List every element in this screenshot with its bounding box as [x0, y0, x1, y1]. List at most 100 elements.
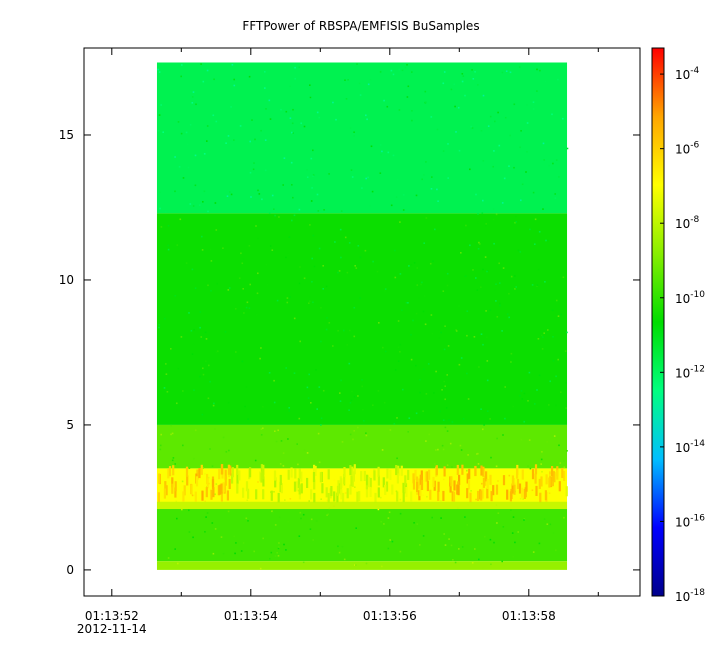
speckle [543, 159, 545, 161]
speckle [313, 265, 316, 268]
speckle [167, 225, 170, 227]
chorus-element [506, 489, 509, 500]
speckle [280, 108, 282, 111]
x-tick-label: 01:13:54 [224, 609, 278, 623]
colorbar-ticks: 10-4 10-6 10-8 10-10 10-12 10-14 10-16 10-18 [660, 66, 705, 604]
speckle [318, 247, 321, 250]
speckle [537, 338, 540, 340]
speckle [275, 440, 278, 443]
speckle [450, 88, 453, 91]
speckle [397, 320, 400, 322]
speckle [357, 395, 359, 397]
speckle [299, 340, 301, 343]
speckle [276, 552, 278, 554]
chorus-element [325, 487, 328, 498]
speckle [517, 249, 520, 252]
speckle [552, 359, 555, 362]
speckle [216, 282, 218, 285]
speckle [461, 546, 464, 548]
chorus-element [396, 491, 399, 502]
speckle [532, 101, 535, 103]
speckle [543, 518, 546, 520]
speckle [515, 286, 517, 288]
speckle [436, 128, 439, 131]
chorus-element [451, 491, 454, 502]
speckle [190, 330, 193, 332]
speckle [482, 160, 485, 162]
speckle [526, 122, 529, 124]
speckle [187, 201, 190, 204]
speckle [372, 404, 374, 406]
spectrogram-band [156, 62, 568, 214]
speckle [519, 497, 522, 500]
speckle [459, 494, 461, 497]
chorus-element [330, 486, 333, 497]
speckle [428, 433, 431, 436]
speckle [157, 129, 160, 132]
speckle [502, 434, 504, 436]
speckle [528, 371, 531, 374]
speckle [299, 511, 302, 514]
chorus-element [157, 492, 160, 503]
speckle [202, 80, 205, 83]
speckle [498, 144, 501, 147]
speckle [448, 419, 450, 421]
speckle [461, 80, 464, 83]
speckle [457, 106, 460, 109]
chorus-element [377, 487, 380, 498]
chorus-element [222, 482, 225, 493]
speckle [157, 68, 159, 71]
high-power-features [156, 63, 569, 570]
speckle [379, 172, 382, 174]
speckle [446, 284, 449, 287]
speckle [350, 169, 353, 171]
speckle [447, 143, 449, 145]
speckle [202, 373, 205, 376]
speckle [215, 120, 218, 123]
chorus-element [336, 485, 340, 496]
speckle [402, 388, 404, 391]
chorus-element [482, 466, 485, 477]
speckle [532, 191, 535, 194]
speckle [269, 118, 272, 120]
speckle [178, 166, 181, 168]
speckle [422, 494, 424, 497]
speckle [565, 407, 567, 409]
speckle [306, 176, 309, 178]
speckle [377, 390, 380, 392]
speckle [399, 498, 402, 501]
speckle [204, 500, 206, 503]
chorus-element [313, 479, 316, 490]
chorus-element [186, 475, 189, 486]
chorus-element [158, 473, 161, 484]
speckle [191, 102, 194, 104]
speckle [293, 372, 296, 374]
speckle [559, 462, 562, 464]
speckle [520, 438, 523, 441]
chorus-element [300, 483, 303, 494]
chorus-element [255, 489, 258, 500]
speckle [351, 390, 353, 393]
speckle [560, 313, 562, 316]
speckle [444, 426, 447, 429]
speckle [248, 307, 251, 309]
chorus-element [231, 467, 234, 478]
speckle [344, 492, 347, 494]
speckle [369, 205, 371, 207]
speckle [278, 542, 280, 544]
speckle [241, 360, 244, 363]
speckle [303, 125, 306, 128]
speckle [260, 129, 262, 132]
speckle [460, 449, 463, 451]
speckle [180, 132, 183, 135]
speckle [241, 262, 244, 265]
speckle [413, 262, 416, 264]
speckle [560, 391, 562, 393]
speckle [442, 82, 445, 85]
speckle [242, 542, 245, 544]
speckle [493, 541, 495, 544]
chorus-element [245, 481, 249, 492]
speckle [397, 346, 400, 349]
chorus-element [360, 471, 363, 482]
chorus-element [350, 476, 353, 487]
